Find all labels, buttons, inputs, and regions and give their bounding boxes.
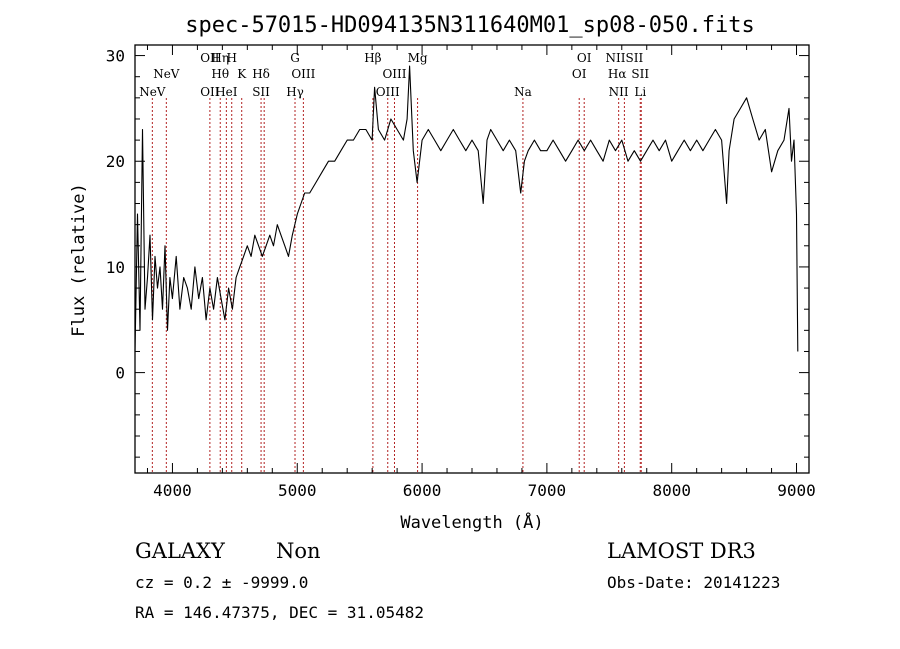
redshift-cz: cz = 0.2 ± -9999.0 — [135, 573, 308, 592]
x-tick-label: 4000 — [153, 481, 192, 500]
x-tick-label: 9000 — [777, 481, 816, 500]
line-label: Mg — [408, 51, 428, 65]
line-label: Hβ — [364, 51, 381, 65]
line-label: Li — [634, 85, 646, 99]
line-label: G — [290, 51, 300, 65]
y-tick-label: 30 — [106, 47, 125, 66]
line-label: SII — [252, 85, 270, 99]
line-label: Hα — [608, 67, 627, 81]
y-tick-label: 20 — [106, 152, 125, 171]
line-label: Na — [514, 85, 532, 99]
emission-line-markers — [151, 98, 642, 473]
line-label: OIII — [376, 85, 400, 99]
x-tick-label: 8000 — [652, 481, 691, 500]
line-label: NII — [609, 85, 629, 99]
x-tick-label: 5000 — [278, 481, 317, 500]
line-label: K — [237, 67, 247, 81]
x-tick-label: 7000 — [528, 481, 567, 500]
line-label: OIII — [382, 67, 406, 81]
object-subclass: Non — [276, 539, 321, 563]
y-tick-label: 10 — [106, 258, 125, 277]
plot-frame — [134, 44, 810, 474]
line-label: HeI — [215, 85, 238, 99]
line-label: OI — [577, 51, 592, 65]
object-class: GALAXY — [135, 539, 226, 563]
line-label: Hδ — [252, 67, 270, 81]
line-label: Hθ — [211, 67, 229, 81]
line-label: OII — [200, 51, 220, 65]
line-label: Hγ — [286, 85, 304, 99]
line-label: NIISII — [606, 51, 644, 65]
x-axis-label: Wavelength (Å) — [400, 511, 543, 533]
line-label: Hη — [211, 51, 229, 65]
survey-name: LAMOST DR3 — [607, 539, 756, 563]
line-label: SII — [631, 67, 649, 81]
observation-date: Obs-Date: 20141223 — [607, 573, 780, 592]
line-label: OII — [200, 85, 220, 99]
y-axis-label: Flux (relative) — [69, 183, 89, 337]
line-label: H — [226, 51, 236, 65]
line-label: NeV — [153, 67, 180, 81]
chart-title: spec-57015-HD094135N311640M01_sp08-050.f… — [185, 13, 755, 38]
ra-dec-coordinates: RA = 146.47375, DEC = 31.05482 — [135, 603, 424, 622]
y-tick-label: 0 — [115, 364, 125, 383]
axis-ticks: 4000 5000 6000 7000 8000 9000 0 10 20 30 — [106, 45, 816, 500]
line-label: OIII — [291, 67, 315, 81]
line-label: NeV — [139, 85, 166, 99]
line-label: OI — [572, 67, 587, 81]
x-tick-label: 6000 — [403, 481, 442, 500]
spectrum-series-line — [134, 65, 799, 352]
